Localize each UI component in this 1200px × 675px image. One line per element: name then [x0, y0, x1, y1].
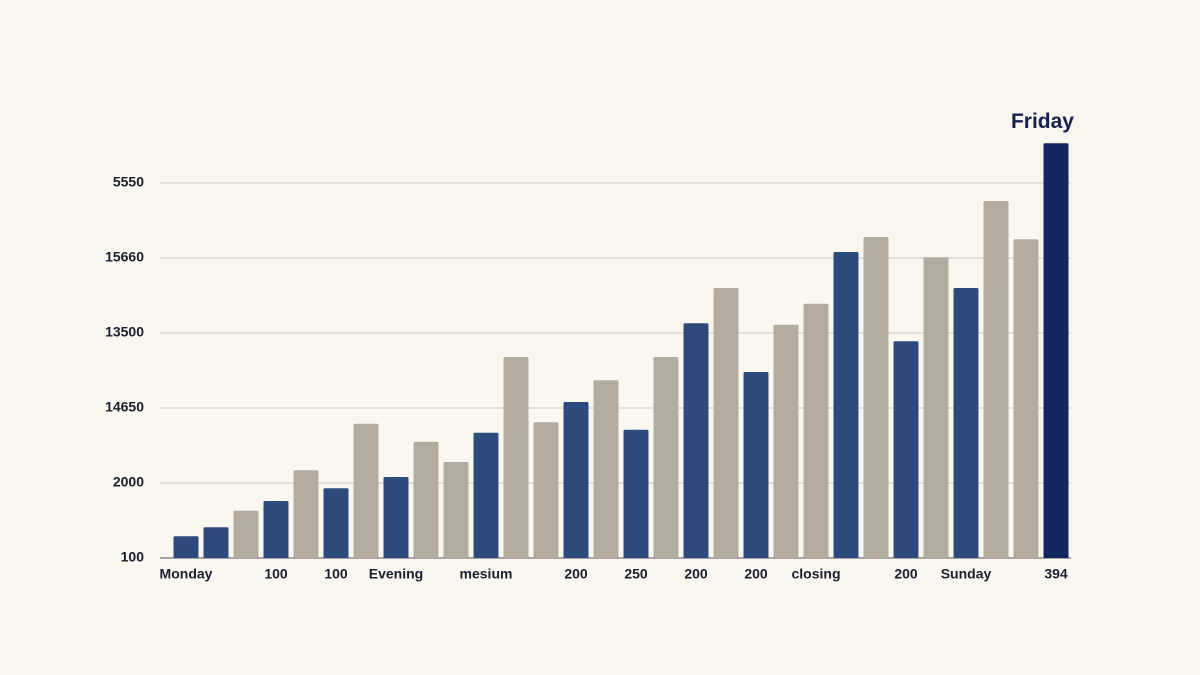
bar: [413, 441, 439, 558]
bar: [743, 372, 769, 558]
x-tick-label: 200: [564, 566, 588, 582]
bar: [803, 303, 829, 558]
bar: [503, 357, 529, 558]
y-tick-label: 15660: [105, 249, 144, 265]
y-tick-label: 2000: [113, 474, 144, 490]
x-tick-label: Sunday: [941, 566, 992, 582]
bar: [1043, 143, 1069, 558]
bar: [203, 527, 229, 558]
bar: [263, 501, 289, 558]
x-tick-label: 100: [264, 566, 288, 582]
bar: [293, 470, 319, 558]
y-tick-label: 13500: [105, 324, 144, 340]
bar: [983, 201, 1009, 558]
annotation: Friday: [1011, 110, 1074, 133]
bar: [773, 324, 799, 558]
bar: [953, 288, 979, 558]
bar: [683, 323, 709, 558]
x-tick-label: 100: [324, 566, 348, 582]
x-tick-label: 394: [1044, 566, 1068, 582]
bar: [173, 536, 199, 558]
bar: [923, 257, 949, 558]
bar: [233, 510, 259, 558]
x-tick-label: Monday: [160, 566, 213, 582]
x-tick-label: mesium: [460, 566, 513, 582]
bar: [653, 357, 679, 558]
bar: [383, 477, 409, 558]
bar: [713, 288, 739, 558]
bar: [473, 432, 499, 558]
x-tick-label: 250: [624, 566, 648, 582]
x-tick-label: closing: [791, 566, 840, 582]
bar: [323, 488, 349, 558]
bar: [863, 237, 889, 558]
y-tick-label: 5550: [113, 174, 144, 190]
bar: [353, 423, 379, 558]
bar: [1013, 239, 1039, 558]
bar: [563, 402, 589, 558]
bar: [623, 429, 649, 558]
bar: [833, 252, 859, 558]
x-tick-label: 200: [744, 566, 768, 582]
bar: [893, 341, 919, 558]
x-tick-label: 200: [894, 566, 918, 582]
y-tick-label: 14650: [105, 399, 144, 415]
bar: [443, 462, 469, 558]
bar: [533, 422, 559, 558]
y-tick-label: 100: [121, 549, 145, 565]
x-tick-label: 200: [684, 566, 708, 582]
bar: [593, 380, 619, 558]
x-tick-label: Evening: [369, 566, 423, 582]
